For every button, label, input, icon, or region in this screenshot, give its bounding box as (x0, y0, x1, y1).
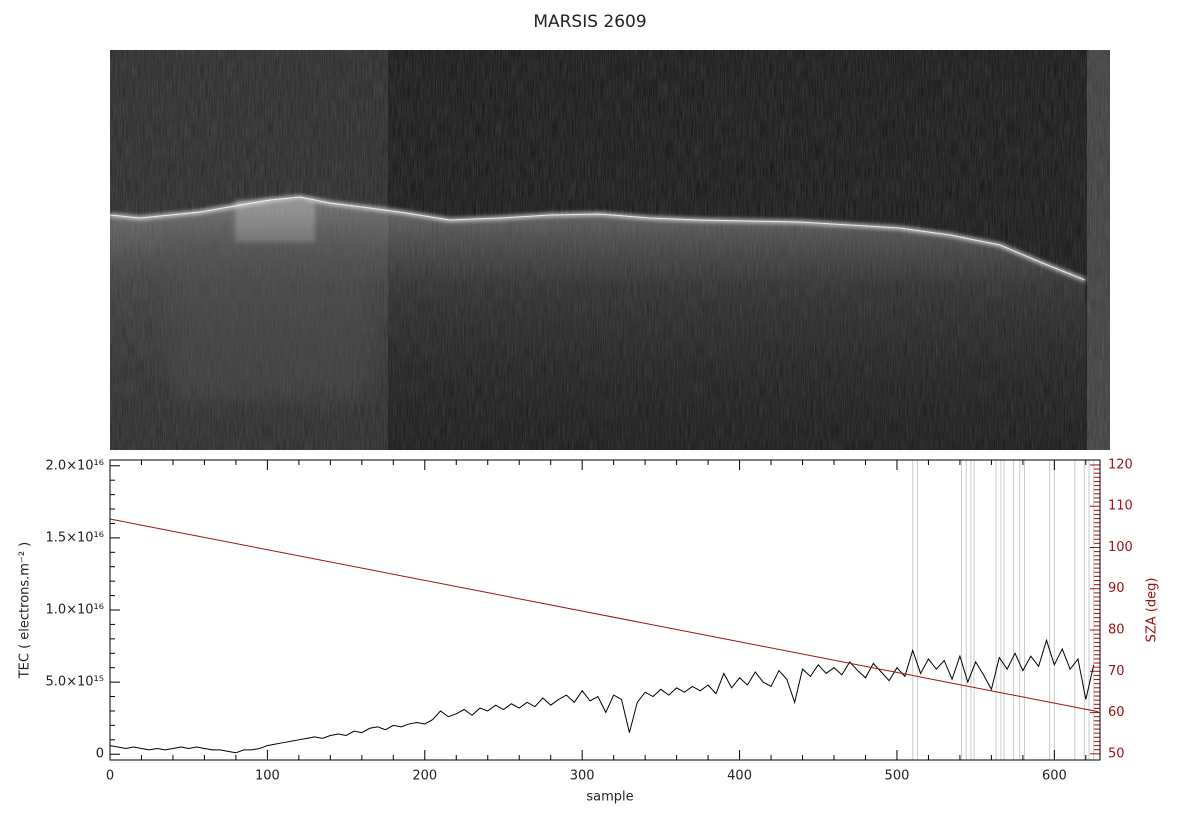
y-tick-label: 1.5×10¹⁶ (45, 530, 104, 545)
y2-axis-label: SZA (deg) (1145, 578, 1160, 643)
y2-tick-label: 70 (1108, 664, 1125, 679)
x-tick-label: 100 (255, 769, 280, 784)
radargram (109, 50, 1110, 450)
y-axis-label: TEC ( electrons.m⁻² ) (18, 542, 33, 680)
x-axis-label: sample (586, 790, 633, 805)
x-tick-label: 500 (885, 769, 910, 784)
y2-tick-label: 50 (1108, 746, 1125, 761)
x-tick-label: 0 (106, 769, 114, 784)
x-tick-label: 600 (1042, 769, 1067, 784)
y2-tick-label: 120 (1108, 457, 1133, 472)
sza-line (109, 518, 1099, 713)
tec-line (109, 638, 1095, 754)
x-tick-label: 300 (570, 769, 595, 784)
chart-title: MARSIS 2609 (533, 12, 646, 32)
y2-tick-label: 60 (1108, 705, 1125, 720)
y2-tick-label: 100 (1108, 540, 1133, 555)
y-tick-label: 2.0×10¹⁶ (45, 458, 104, 473)
y-tick-label: 0 (96, 747, 104, 762)
y2-tick-label: 80 (1108, 623, 1125, 638)
plot-frame (109, 459, 1101, 761)
y-tick-label: 5.0×10¹⁵ (45, 675, 104, 690)
y2-tick-label: 110 (1108, 499, 1133, 514)
x-tick-label: 400 (727, 769, 752, 784)
y2-tick-label: 90 (1108, 581, 1125, 596)
x-tick-label: 200 (412, 769, 437, 784)
y-tick-label: 1.0×10¹⁶ (45, 603, 104, 618)
